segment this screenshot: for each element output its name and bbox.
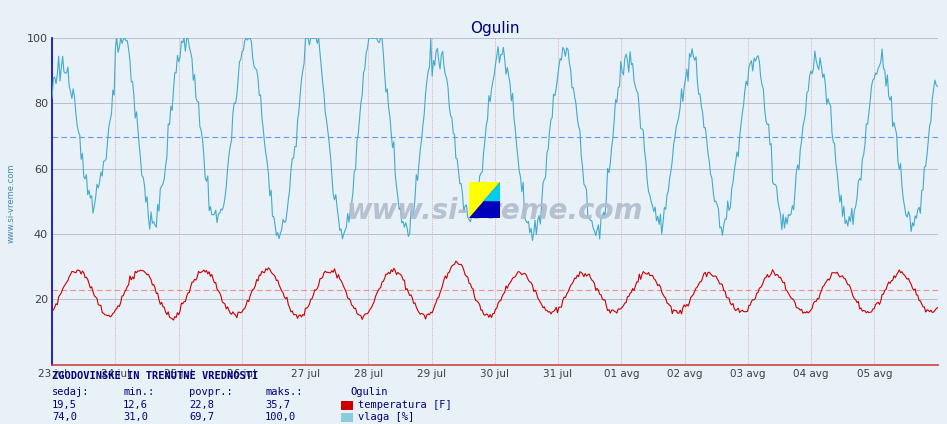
Text: vlaga [%]: vlaga [%] [358,412,414,422]
Text: 69,7: 69,7 [189,412,214,422]
Text: temperatura [F]: temperatura [F] [358,400,452,410]
Text: 22,8: 22,8 [189,400,214,410]
Polygon shape [485,182,500,201]
Text: min.:: min.: [123,387,154,397]
Text: maks.:: maks.: [265,387,303,397]
Text: povpr.:: povpr.: [189,387,233,397]
Polygon shape [469,182,500,218]
Text: 74,0: 74,0 [52,412,77,422]
Text: 100,0: 100,0 [265,412,296,422]
Text: sedaj:: sedaj: [52,387,90,397]
Text: www.si-vreme.com: www.si-vreme.com [347,197,643,225]
Text: 12,6: 12,6 [123,400,148,410]
Text: www.si-vreme.com: www.si-vreme.com [7,164,16,243]
Polygon shape [469,182,500,218]
Text: 31,0: 31,0 [123,412,148,422]
FancyBboxPatch shape [341,413,353,422]
Text: Ogulin: Ogulin [350,387,388,397]
Title: Ogulin: Ogulin [470,21,520,36]
Text: 19,5: 19,5 [52,400,77,410]
Text: 35,7: 35,7 [265,400,290,410]
FancyBboxPatch shape [341,401,353,410]
Text: ZGODOVINSKE IN TRENUTNE VREDNOSTI: ZGODOVINSKE IN TRENUTNE VREDNOSTI [52,371,259,382]
